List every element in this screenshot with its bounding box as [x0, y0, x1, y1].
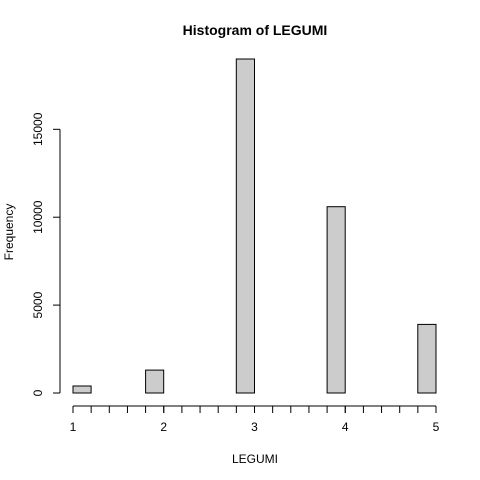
- histogram-bar-14: [326, 206, 346, 394]
- y-tick-label-2: 10000: [31, 200, 45, 234]
- histogram-bar-19: [417, 323, 437, 394]
- x-tick-label-1: 2: [160, 420, 167, 434]
- x-axis: 1 2 3 4 5: [70, 405, 440, 434]
- y-tick-label-0: 0: [31, 389, 45, 396]
- x-tick-label-4: 5: [433, 420, 440, 434]
- histogram-bars: [72, 58, 437, 394]
- y-tick-label-3: 15000: [31, 112, 45, 146]
- x-tick-label-0: 1: [70, 420, 77, 434]
- x-axis-label: LEGUMI: [232, 452, 278, 466]
- histogram-bar-4: [145, 369, 165, 394]
- x-tick-label-3: 4: [342, 420, 349, 434]
- histogram-bar-9: [235, 58, 256, 394]
- histogram-bar-0: [72, 385, 92, 394]
- x-tick-label-2: 3: [251, 420, 258, 434]
- y-axis-label: Frequency: [2, 204, 16, 261]
- y-tick-label-1: 5000: [31, 291, 45, 318]
- y-axis: 0 5000 10000 15000: [31, 112, 61, 396]
- chart-title: Histogram of LEGUMI: [183, 22, 328, 38]
